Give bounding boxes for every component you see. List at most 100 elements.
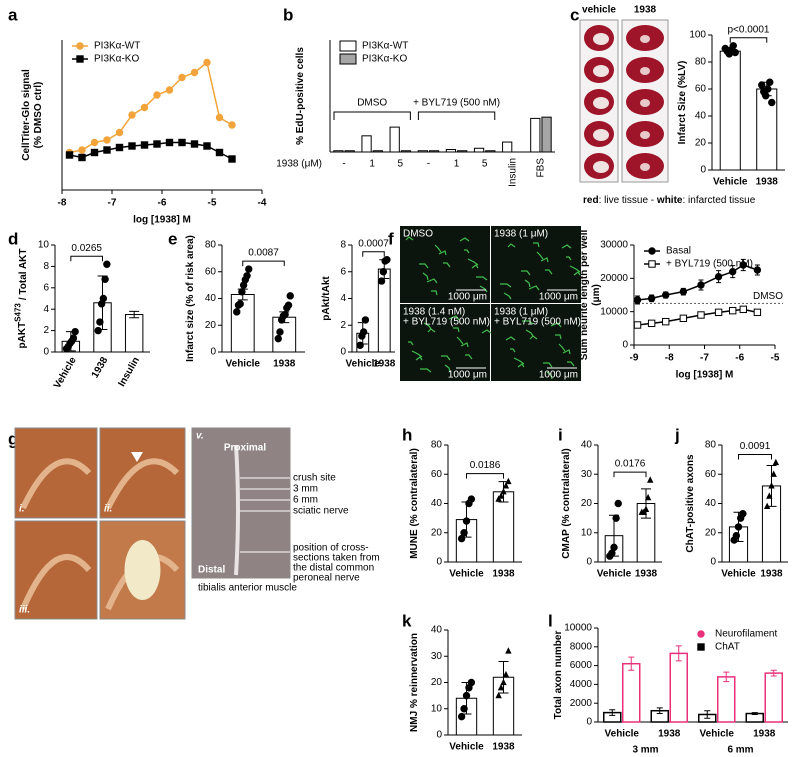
y-tick-label: 40	[581, 440, 593, 451]
y-tick-label: 4	[340, 293, 346, 304]
neurite	[525, 329, 534, 337]
legend-marker	[697, 630, 705, 638]
tissue	[105, 458, 180, 510]
y-tick-label: 60	[695, 84, 707, 95]
scale-label: 1000 μm	[448, 292, 487, 303]
marker	[457, 712, 466, 721]
marker	[359, 328, 368, 336]
neurite	[411, 350, 423, 358]
marker	[768, 482, 775, 489]
marker	[178, 73, 186, 82]
photo-label: Distal	[198, 565, 225, 576]
marker	[497, 492, 505, 499]
y-tick-label: 40	[705, 498, 717, 509]
marker	[361, 316, 370, 324]
annotation: 6 mm	[293, 495, 318, 506]
y-axis-label: CMAP (% contralateral)	[561, 448, 572, 558]
marker	[96, 318, 104, 326]
annotation: position of cross-	[293, 543, 369, 554]
marker	[753, 308, 762, 317]
y-tick-label: 80	[431, 440, 443, 451]
marker	[377, 277, 386, 285]
marker	[762, 92, 770, 100]
panel-label: d	[8, 229, 18, 248]
error-bar	[129, 310, 140, 319]
group-label: 6 mm	[727, 745, 753, 756]
significance-label: p<0.0001	[728, 24, 770, 35]
x-tick-label: Vehicle	[346, 359, 381, 370]
neurite	[431, 290, 438, 296]
bar	[417, 150, 428, 153]
x-tick-label: -8	[665, 353, 674, 364]
bar	[530, 117, 541, 153]
neurite	[481, 329, 492, 334]
x-tick-label: -5	[208, 198, 217, 209]
marker	[662, 317, 670, 326]
heart-infarct	[593, 129, 609, 141]
marker	[647, 476, 654, 483]
tile-label: 1938 (1.4 nM)	[403, 307, 465, 318]
neurite	[507, 243, 516, 248]
bar	[361, 135, 372, 153]
y-tick-label: 10000	[600, 306, 628, 317]
marker	[90, 148, 99, 157]
neurite	[536, 251, 544, 260]
x-tick-label: 1938	[90, 355, 111, 380]
bar	[473, 147, 485, 153]
neurite	[408, 341, 414, 346]
y-tick-label: 0	[340, 347, 346, 358]
y-tick-label: 30	[431, 651, 443, 662]
y-tick-label: 10	[581, 527, 593, 538]
y-tick-label: 0	[710, 557, 716, 568]
caption-part: : live tissue -	[599, 195, 657, 206]
legend-label: ChAT	[715, 642, 740, 653]
legend-label: PI3Kα-KO	[362, 54, 407, 65]
marker	[502, 482, 510, 489]
panel-label: l	[548, 611, 553, 630]
marker	[697, 281, 705, 289]
y-tick-label: 80	[695, 57, 707, 68]
bar	[344, 150, 355, 153]
marker	[734, 523, 743, 531]
panel-label: i	[558, 425, 563, 444]
x-tick-label: Vehicle	[52, 355, 79, 391]
heart-infarct	[593, 33, 609, 45]
y-tick-label: 8	[43, 261, 49, 272]
y-tick-label: 0	[586, 717, 592, 728]
marker	[140, 141, 149, 149]
arrowhead	[131, 452, 143, 462]
neurite	[550, 322, 562, 328]
y-tick-label: 30	[581, 469, 593, 480]
marker	[99, 294, 108, 303]
y-tick-label: 30000	[600, 240, 628, 251]
caption-part: : infarcted tissue	[682, 195, 755, 206]
bar	[333, 150, 344, 153]
error-bar	[609, 709, 616, 716]
tissue	[124, 540, 161, 600]
neurite	[533, 242, 540, 248]
y-axis-label: ChAT-positive axons	[685, 454, 696, 553]
marker	[243, 272, 251, 280]
marker	[764, 85, 772, 93]
neurite	[464, 249, 470, 254]
neurite	[444, 364, 451, 373]
neurite	[405, 236, 414, 241]
marker	[284, 301, 293, 309]
y-axis-label-line: Infarct Size (%LV)	[677, 61, 688, 145]
x-tick-label: Insulin	[116, 355, 142, 388]
marker	[140, 103, 149, 112]
legend-marker	[697, 643, 705, 651]
annotation: tibialis anterior muscle	[198, 583, 297, 594]
x-tick-label: Vehicle	[597, 569, 632, 580]
group-label: + BYL719 (500 nM)	[413, 98, 500, 109]
y-axis-label: Infarct Size (%LV)	[677, 61, 688, 145]
significance-label: 0.0087	[248, 248, 279, 259]
legend-swatch	[339, 53, 357, 65]
neurite	[459, 237, 470, 242]
marker	[714, 272, 723, 281]
y-tick-label: 20	[695, 138, 707, 149]
marker	[729, 306, 737, 315]
marker	[78, 153, 86, 162]
bar	[457, 150, 468, 153]
